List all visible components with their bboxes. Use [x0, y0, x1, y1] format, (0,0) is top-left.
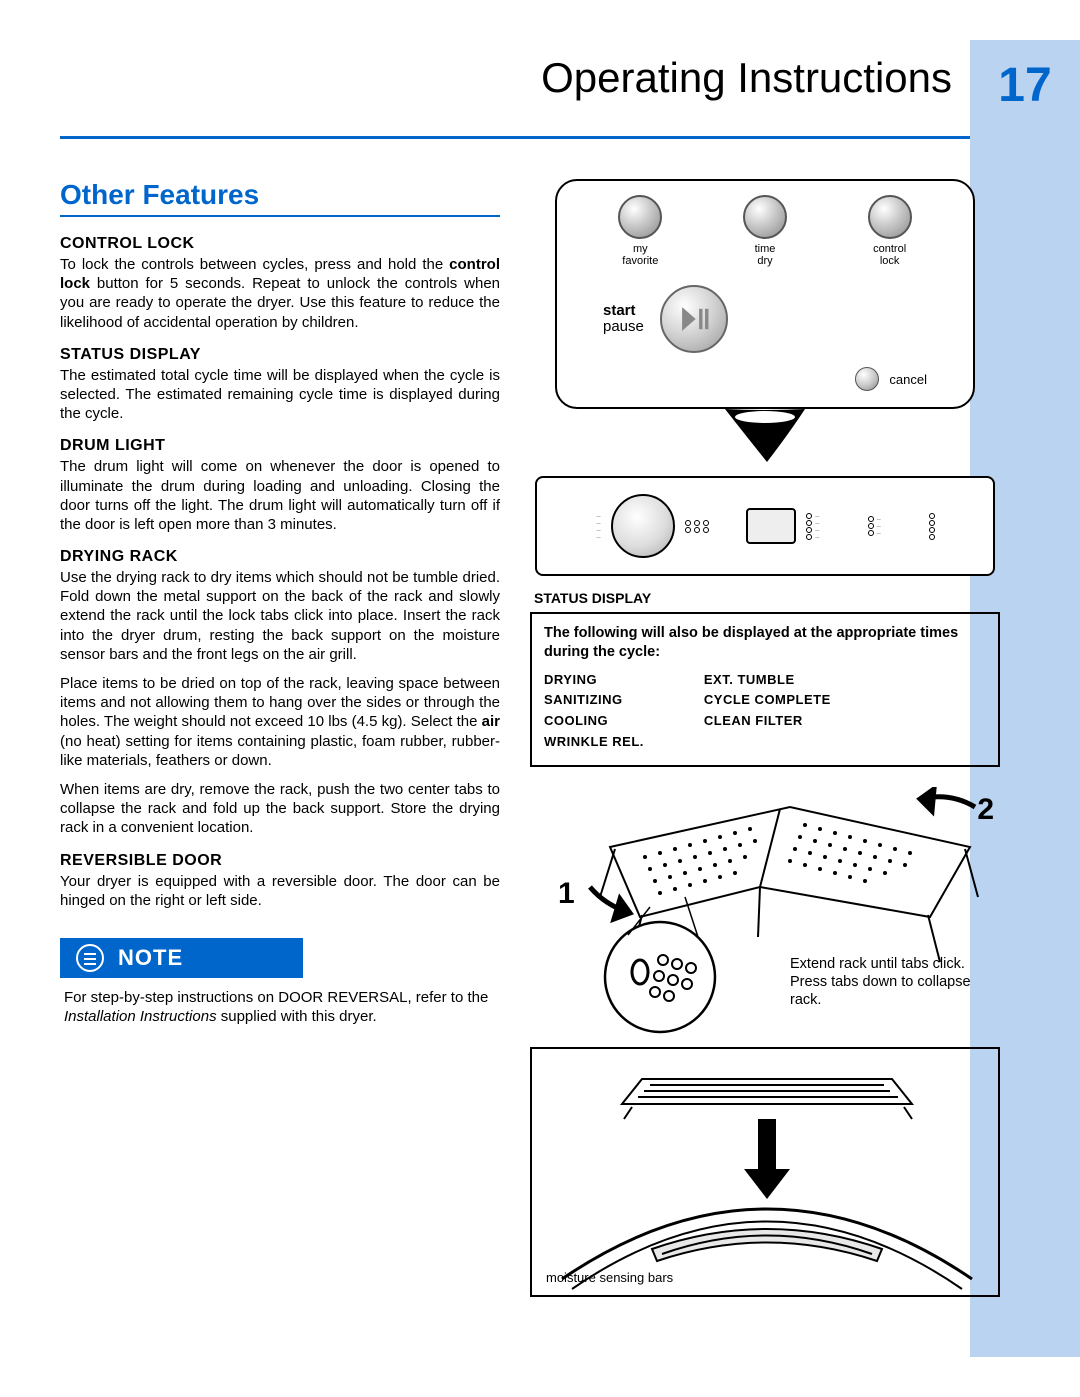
start-label: start pause: [603, 303, 644, 336]
status-display-text: The estimated total cycle time will be d…: [60, 366, 500, 424]
control-lock-text: To lock the controls between cycles, pre…: [60, 255, 500, 332]
status-col-1: DRYING SANITIZING COOLING WRINKLE REL.: [544, 670, 644, 753]
drum-insert-figure: moisture sensing bars: [530, 1047, 1000, 1297]
cancel-label: cancel: [889, 372, 927, 387]
reversible-door-text: Your dryer is equipped with a reversible…: [60, 872, 500, 910]
header-rule: [60, 136, 970, 139]
note-header: NOTE: [60, 938, 303, 978]
knob-icon: [743, 195, 787, 239]
knob-icon: [868, 195, 912, 239]
control-lock-heading: CONTROL LOCK: [60, 235, 500, 253]
drying-rack-p2: Place items to be dried on top of the ra…: [60, 674, 500, 770]
drum-light-text: The drum light will come on whenever the…: [60, 457, 500, 534]
start-pause-button: [660, 285, 728, 353]
dryer-console-figure: ———— — — — — — — —: [535, 476, 995, 576]
drum-light-heading: DRUM LIGHT: [60, 437, 500, 455]
rack-caption: Extend rack until tabs click. Press tabs…: [790, 955, 990, 1009]
left-column: Other Features CONTROL LOCK To lock the …: [60, 179, 500, 1297]
cancel-button: [855, 367, 879, 391]
page-title: Operating Instructions: [60, 40, 970, 130]
callout-pointer: [530, 407, 1000, 470]
right-column: my favorite time dry control lock: [530, 179, 1000, 1297]
note-box: NOTE For step-by-step instructions on DO…: [60, 938, 500, 1031]
status-intro: The following will also be displayed at …: [544, 624, 986, 662]
play-pause-icon: [677, 302, 711, 336]
knob-icon: [618, 195, 662, 239]
drying-rack-figure: 1 2 Extend rack until tabs click. Press …: [530, 787, 1000, 1037]
control-panel-figure: my favorite time dry control lock: [555, 179, 975, 409]
cycle-dial-icon: [611, 494, 675, 558]
lcd-display-icon: [746, 508, 796, 544]
control-lock-button: control lock: [868, 195, 912, 267]
status-col-2: EXT. TUMBLE CYCLE COMPLETE CLEAN FILTER: [704, 670, 831, 753]
status-display-label: STATUS DISPLAY: [534, 590, 1000, 606]
moisture-bars-label: moisture sensing bars: [546, 1270, 673, 1285]
page-header: Operating Instructions 17: [60, 40, 1080, 130]
drying-rack-p3: When items are dry, remove the rack, pus…: [60, 780, 500, 838]
note-label: NOTE: [118, 945, 183, 971]
drying-rack-heading: DRYING RACK: [60, 548, 500, 566]
drying-rack-p1: Use the drying rack to dry items which s…: [60, 568, 500, 664]
note-icon: [76, 944, 104, 972]
callout-2: 2: [977, 793, 994, 827]
time-dry-button: time dry: [743, 195, 787, 267]
section-title: Other Features: [60, 179, 500, 217]
my-favorite-button: my favorite: [618, 195, 662, 267]
status-display-heading: STATUS DISPLAY: [60, 346, 500, 364]
note-body: For step-by-step instructions on DOOR RE…: [60, 978, 500, 1031]
status-display-box: The following will also be displayed at …: [530, 612, 1000, 767]
reversible-door-heading: REVERSIBLE DOOR: [60, 852, 500, 870]
page-number: 17: [970, 40, 1080, 130]
callout-1: 1: [558, 877, 575, 911]
